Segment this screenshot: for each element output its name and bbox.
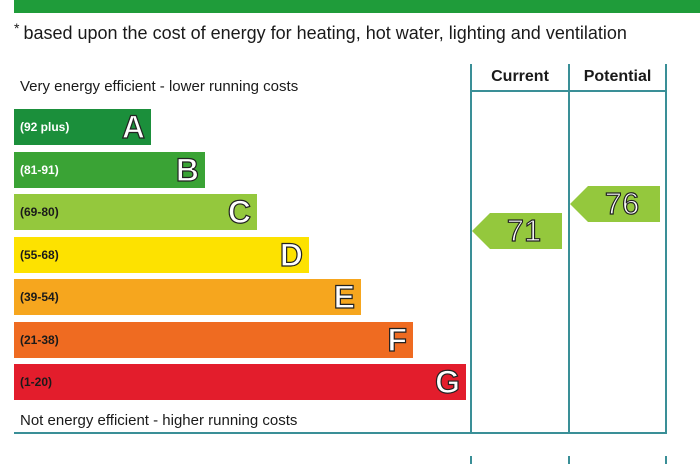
band-e-range: (39-54) <box>20 290 59 304</box>
band-b-range: (81-91) <box>20 162 59 177</box>
band-d: (55-68) D <box>14 236 309 273</box>
band-a-letter: A <box>121 108 145 145</box>
band-b: (81-91) B <box>14 151 205 188</box>
band-g-letter: G <box>435 363 461 400</box>
band-c: (69-80) C <box>14 193 257 231</box>
band-d-range: (55-68) <box>20 247 59 262</box>
current-arrow-shape <box>472 212 562 249</box>
potential-rating-arrow: 76 <box>570 185 660 222</box>
potential-column-header: Potential <box>583 68 652 85</box>
band-e-letter: E <box>333 278 356 315</box>
current-column-header: Current <box>491 68 549 85</box>
bottom-border <box>14 432 667 434</box>
potential-rating-value: 76 <box>604 185 640 221</box>
band-f-range: (21-38) <box>20 332 59 347</box>
band-a-range: (92 plus) <box>20 120 70 134</box>
potential-arrow-shape <box>570 185 660 222</box>
band-g: (1-20) G <box>14 363 466 401</box>
top-color-bar <box>14 0 700 13</box>
grid-line-right <box>665 64 667 434</box>
band-g-range: (1-20) <box>20 375 53 389</box>
top-caption: Very energy efficient - lower running co… <box>20 78 299 95</box>
band-f: (21-38) F <box>14 321 413 358</box>
band-b-letter: B <box>175 151 199 188</box>
band-f-letter: F <box>387 321 408 358</box>
band-d-letter: D <box>279 236 303 273</box>
grid-line-middle <box>568 64 570 434</box>
band-c-letter: C <box>227 193 251 230</box>
next-section-tick-middle <box>568 456 570 464</box>
band-e: (39-54) E <box>14 278 361 316</box>
footnote-marker: * <box>14 20 20 36</box>
footnote: * based upon the cost of energy for heati… <box>14 20 627 44</box>
header-divider <box>470 90 667 92</box>
band-c-range: (69-80) <box>20 205 59 219</box>
next-section-tick-right <box>665 456 667 464</box>
next-section-tick-left <box>470 456 472 464</box>
footnote-text: based upon the cost of energy for heatin… <box>23 23 627 43</box>
bottom-caption: Not energy efficient - higher running co… <box>20 412 298 429</box>
band-a: (92 plus) A <box>14 108 151 146</box>
current-rating-arrow: 71 <box>472 212 562 249</box>
current-rating-value: 71 <box>506 212 542 248</box>
grid-line-left <box>470 64 472 434</box>
